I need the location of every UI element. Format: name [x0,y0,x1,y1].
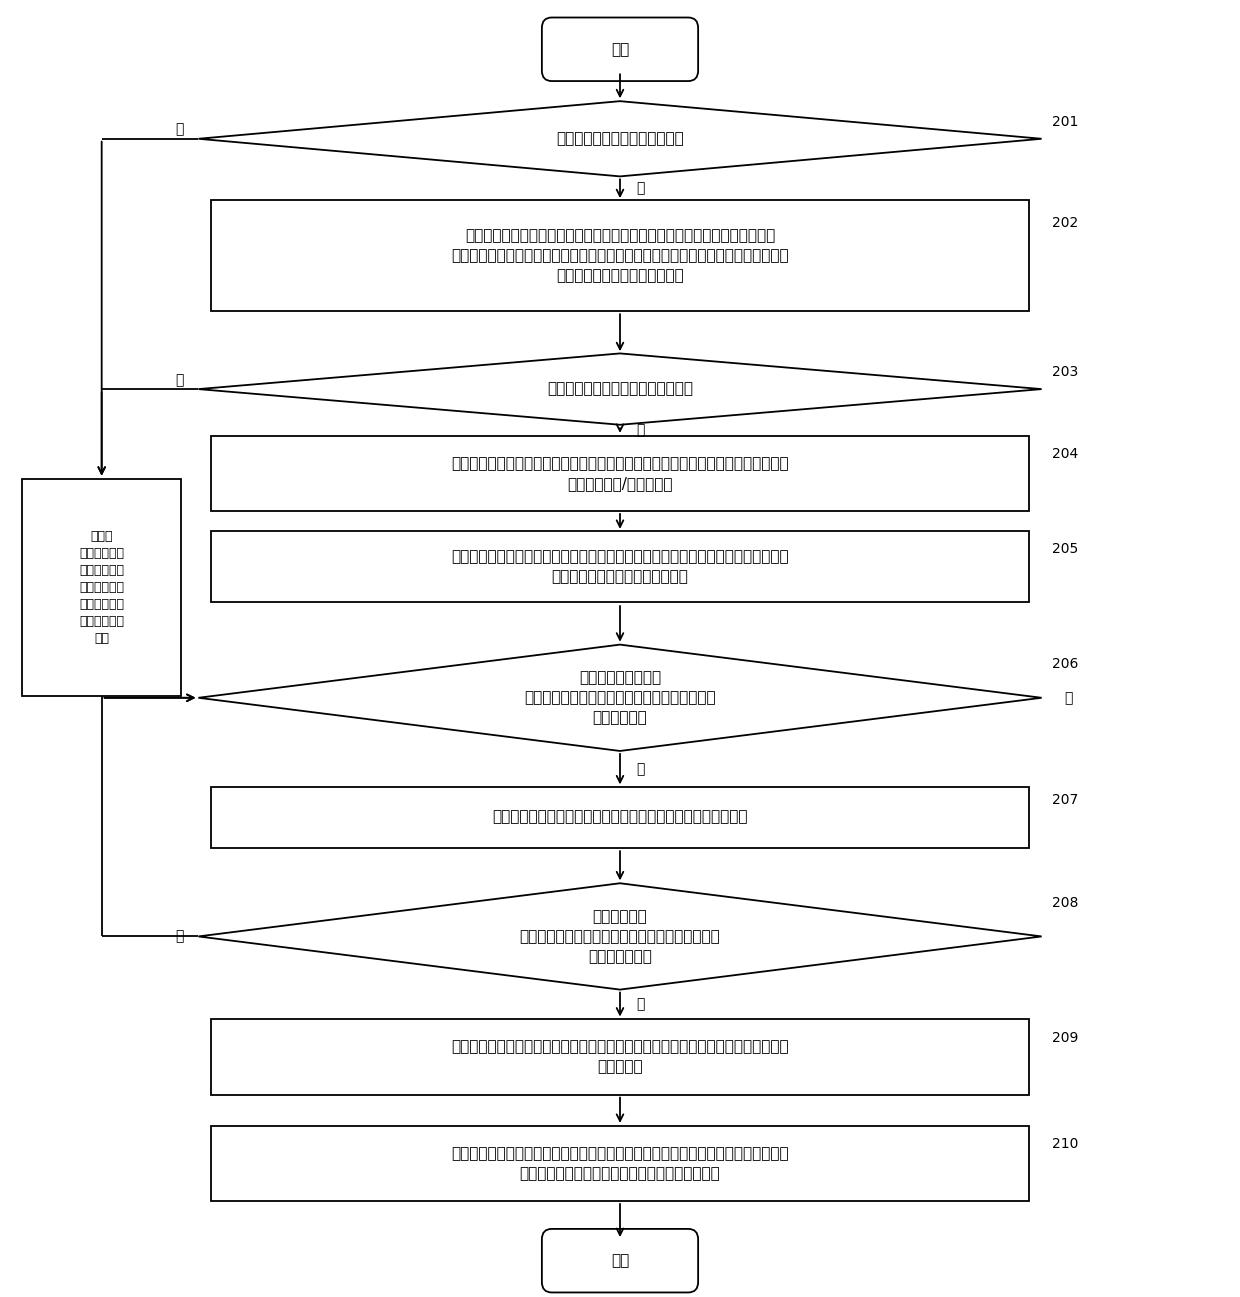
Text: 201: 201 [1052,115,1078,128]
Text: 家教机检测当前用户是否为合法用户: 家教机检测当前用户是否为合法用户 [547,381,693,397]
Text: 202: 202 [1052,217,1078,230]
Polygon shape [198,354,1042,425]
Text: 家教机输出与目标属性对应的题目并检测由用户输入的答案信息: 家教机输出与目标属性对应的题目并检测由用户输入的答案信息 [492,809,748,825]
FancyBboxPatch shape [211,532,1029,602]
Text: 是: 是 [175,930,184,943]
Text: 家教机根据由先到后的输出顺序以默认输出形式输出剩余属性中的部分或全部属性，
以及以目标输出形式输出目标属性: 家教机根据由先到后的输出顺序以默认输出形式输出剩余属性中的部分或全部属性， 以及… [451,550,789,584]
Polygon shape [198,645,1042,751]
FancyBboxPatch shape [211,786,1029,848]
FancyBboxPatch shape [22,479,181,696]
Text: 否: 否 [175,374,184,387]
Text: 家教机判断是否接收到搜索指令: 家教机判断是否接收到搜索指令 [556,131,684,147]
FancyBboxPatch shape [542,1230,698,1292]
Text: 在检测到答案
信息之后，家教机判断答案信息是否与题目的标准
答案信息相匹配: 在检测到答案 信息之后，家教机判断答案信息是否与题目的标准 答案信息相匹配 [520,909,720,964]
Text: 家教机由目标知识点存储至学习数据库的时间起开始计时，并在计时时长达到预设时
长时输出用于提示用户复习目标知识点的提示信息: 家教机由目标知识点存储至学习数据库的时间起开始计时，并在计时时长达到预设时 长时… [451,1147,789,1180]
Text: 家教机判断是否检测
到用于关闭目标页面的关闭操作；目标页面用于
显示目标属性: 家教机判断是否检测 到用于关闭目标页面的关闭操作；目标页面用于 显示目标属性 [525,671,715,725]
Text: 206: 206 [1052,658,1078,671]
Text: 开始: 开始 [611,42,629,57]
Text: 是: 是 [636,763,645,776]
Polygon shape [198,883,1042,990]
Text: 否: 否 [1064,691,1073,704]
Text: 家教机
根据由先到后
的输出顺序输
出剩余属性中
的部分或全部
属性以及目标
属性: 家教机 根据由先到后 的输出顺序输 出剩余属性中 的部分或全部 属性以及目标 属… [79,530,124,645]
Text: 家教机根据家教机中预设的合法用户信息确定目标属性的目标输出形式；用户信息包
括用户年龄和/或用户性别: 家教机根据家教机中预设的合法用户信息确定目标属性的目标输出形式；用户信息包 括用… [451,457,789,490]
Text: 207: 207 [1052,794,1078,807]
FancyBboxPatch shape [211,436,1029,511]
FancyBboxPatch shape [211,1019,1029,1095]
Text: 否: 否 [636,997,645,1010]
Text: 204: 204 [1052,447,1078,460]
Text: 是: 是 [636,424,645,437]
Text: 210: 210 [1052,1137,1078,1150]
FancyBboxPatch shape [211,201,1029,311]
FancyBboxPatch shape [542,17,698,80]
FancyBboxPatch shape [211,1126,1029,1201]
Text: 是: 是 [636,182,645,195]
Text: 205: 205 [1052,542,1078,555]
Text: 209: 209 [1052,1031,1078,1044]
Text: 208: 208 [1052,896,1078,909]
Polygon shape [198,101,1042,176]
Text: 否: 否 [175,123,184,136]
Text: 203: 203 [1052,366,1078,379]
Text: 家教机根据搜索指令包括的目标知识点的内容确定目标知识点对应的所有属性
；所有属性中包括用户所需的目标属性，目标属性的输出顺序先于所有属性中除目标
属性之外的剩余: 家教机根据搜索指令包括的目标知识点的内容确定目标知识点对应的所有属性 ；所有属性… [451,228,789,283]
Text: 家教机将目标知识点存储至家教机的学习数据库中，学习数据库包括用户需要复习的
所有知识点: 家教机将目标知识点存储至家教机的学习数据库中，学习数据库包括用户需要复习的 所有… [451,1040,789,1074]
Text: 结束: 结束 [611,1253,629,1268]
